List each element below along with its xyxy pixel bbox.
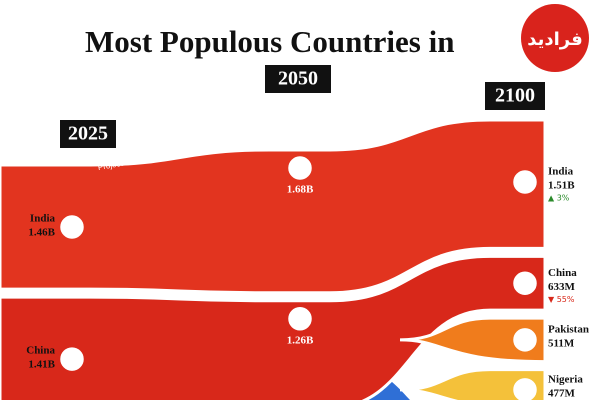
series-name: Pakistan — [548, 323, 589, 335]
value-label: 511M — [548, 337, 575, 349]
flag — [513, 271, 537, 296]
column-header-box — [60, 120, 116, 148]
chart-title: Most Populous Countries in — [85, 24, 454, 59]
flag — [288, 307, 312, 331]
band — [399, 316, 547, 364]
series-name: Nigeria — [548, 373, 583, 385]
column-header-box — [265, 65, 331, 93]
series-name: India — [30, 213, 56, 225]
band — [399, 368, 547, 400]
label-bg — [546, 164, 600, 206]
series-name: China — [26, 345, 55, 357]
logo — [521, 4, 589, 72]
column-header-box — [485, 82, 545, 110]
flag — [60, 347, 84, 371]
value-label: 1.46B — [28, 227, 55, 239]
flag — [288, 156, 312, 180]
change-label: ▲ 3% — [548, 194, 570, 203]
series-name: India — [548, 166, 574, 178]
value-label: 1.68B — [287, 184, 314, 196]
label-bg — [546, 371, 600, 400]
flag — [60, 215, 84, 239]
flag — [513, 170, 537, 194]
bands — [0, 118, 547, 400]
flag — [513, 328, 537, 352]
band — [0, 118, 547, 295]
flag — [513, 378, 537, 400]
value-label: 1.41B — [28, 359, 55, 371]
column-header: 2100 — [495, 85, 535, 107]
label-bg — [546, 321, 600, 354]
value-label: 633M — [548, 281, 576, 293]
value-label: 1.26B — [287, 334, 314, 346]
label-bg — [546, 265, 600, 308]
band — [0, 254, 547, 400]
series-name: China — [548, 267, 577, 279]
column-header: 2025 — [68, 123, 108, 145]
value-label: 1.51B — [548, 180, 575, 192]
logo-text: فرادید — [527, 29, 583, 50]
column-header: 2050 — [278, 68, 318, 90]
change-label: ▼ 55% — [548, 295, 575, 304]
value-label: 477M — [548, 387, 576, 399]
